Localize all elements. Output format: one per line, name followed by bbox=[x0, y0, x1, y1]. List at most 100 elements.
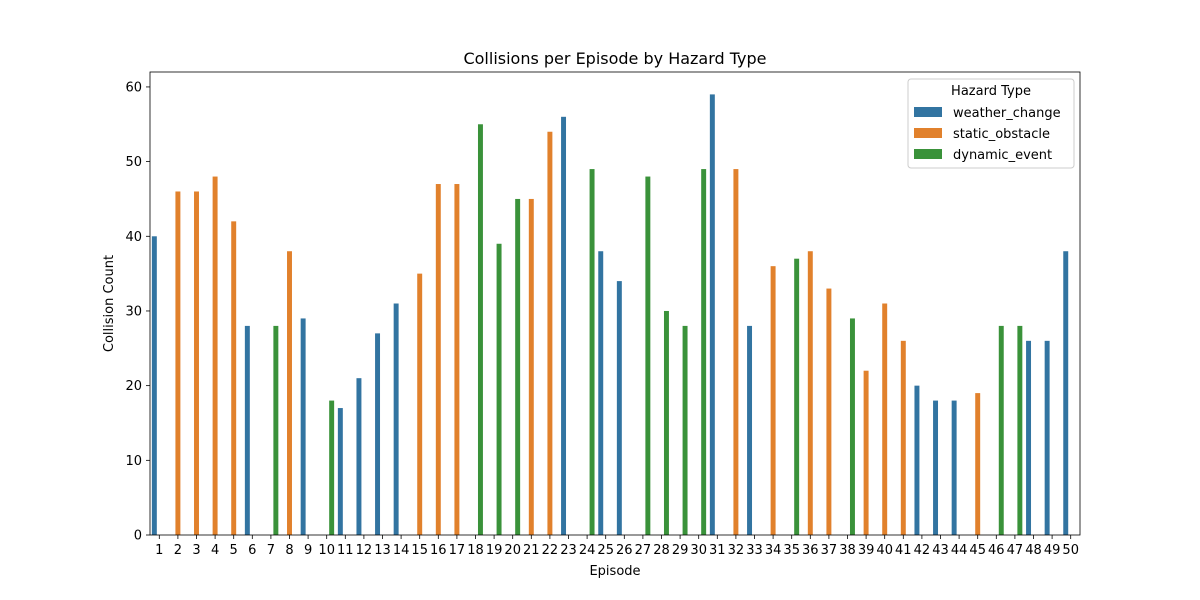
bar-episode-33 bbox=[747, 325, 753, 535]
x-tick-label: 41 bbox=[895, 543, 912, 558]
bar-episode-8 bbox=[287, 251, 292, 536]
bar-episode-37 bbox=[826, 288, 832, 535]
legend-swatch-dynamic-event bbox=[914, 149, 942, 159]
bar-episode-23 bbox=[561, 116, 567, 535]
x-tick-label: 15 bbox=[411, 543, 428, 558]
x-tick-label: 43 bbox=[932, 543, 949, 558]
x-tick-label: 11 bbox=[337, 543, 354, 558]
x-tick-label: 48 bbox=[1025, 543, 1042, 558]
x-tick-label: 27 bbox=[635, 543, 652, 558]
bar-episode-1 bbox=[151, 236, 157, 536]
x-tick-label: 38 bbox=[839, 543, 856, 558]
bar-episode-14 bbox=[393, 303, 399, 535]
bar-episode-42 bbox=[914, 385, 920, 535]
bar-episode-41 bbox=[900, 340, 906, 535]
bar-episode-12 bbox=[356, 378, 362, 535]
bar-episode-34 bbox=[770, 266, 776, 535]
x-tick-label: 10 bbox=[318, 543, 335, 558]
bar-episode-38 bbox=[849, 318, 855, 535]
x-tick-label: 33 bbox=[746, 543, 763, 558]
x-tick-label: 23 bbox=[560, 543, 577, 558]
y-axis-title: Collision Count bbox=[102, 255, 117, 352]
bar-episode-6 bbox=[244, 325, 250, 535]
bar-episode-10 bbox=[329, 400, 335, 535]
legend-title: Hazard Type bbox=[951, 84, 1031, 99]
bar-episode-25 bbox=[598, 251, 604, 536]
bar-episode-16 bbox=[435, 184, 441, 535]
y-tick-label: 0 bbox=[134, 529, 142, 544]
bar-episode-26 bbox=[616, 281, 622, 535]
x-tick-label: 8 bbox=[285, 543, 293, 558]
bar-episode-40 bbox=[882, 303, 888, 535]
bar-episode-31 bbox=[709, 94, 715, 536]
x-tick-label: 26 bbox=[616, 543, 633, 558]
x-tick-label: 19 bbox=[486, 543, 503, 558]
plot-frame bbox=[149, 71, 1081, 536]
x-tick-label: 5 bbox=[230, 543, 238, 558]
bar-episode-29 bbox=[682, 325, 688, 535]
bar-episode-30 bbox=[701, 169, 707, 535]
bar-episode-35 bbox=[794, 258, 800, 535]
x-tick-label: 17 bbox=[449, 543, 466, 558]
x-tick-label: 14 bbox=[393, 543, 410, 558]
x-tick-label: 45 bbox=[969, 543, 986, 558]
x-tick-label: 21 bbox=[523, 543, 540, 558]
bar-episode-2 bbox=[175, 191, 181, 536]
x-tick-label: 50 bbox=[1062, 543, 1079, 558]
x-tick-label: 2 bbox=[174, 543, 182, 558]
x-tick-label: 13 bbox=[374, 543, 391, 558]
bar-episode-22 bbox=[547, 131, 553, 536]
x-tick-label: 4 bbox=[211, 543, 219, 558]
x-tick-label: 32 bbox=[728, 543, 745, 558]
y-tick-label: 20 bbox=[125, 379, 142, 394]
bar-episode-3 bbox=[194, 191, 199, 536]
x-axis-title: Episode bbox=[589, 564, 640, 579]
bar-episode-32 bbox=[733, 169, 739, 535]
bar-episode-20 bbox=[515, 198, 521, 535]
x-tick-label: 42 bbox=[914, 543, 931, 558]
x-tick-label: 18 bbox=[467, 543, 484, 558]
x-tick-label: 28 bbox=[653, 543, 670, 558]
y-tick-label: 60 bbox=[125, 80, 142, 95]
bar-episode-44 bbox=[951, 400, 957, 535]
bar-episode-47 bbox=[1017, 325, 1023, 535]
y-tick-label: 10 bbox=[125, 454, 142, 469]
legend-label-dynamic-event: dynamic_event bbox=[953, 148, 1052, 163]
x-tick-label: 30 bbox=[690, 543, 707, 558]
x-tick-label: 25 bbox=[597, 543, 614, 558]
bar-episode-7 bbox=[273, 325, 279, 535]
x-tick-label: 16 bbox=[430, 543, 447, 558]
bar-episode-5 bbox=[231, 221, 237, 535]
x-tick-label: 37 bbox=[821, 543, 838, 558]
bar-episode-24 bbox=[589, 169, 595, 535]
legend-frame bbox=[907, 78, 1075, 169]
legend: Hazard Type weather_change static_obstacl… bbox=[907, 78, 1075, 169]
legend-swatch-static-obstacle bbox=[914, 128, 942, 138]
x-tick-label: 24 bbox=[579, 543, 596, 558]
legend-label-weather-change: weather_change bbox=[953, 106, 1061, 121]
bar-episode-27 bbox=[645, 176, 651, 536]
x-tick-label: 9 bbox=[304, 543, 312, 558]
x-tick-label: 29 bbox=[672, 543, 689, 558]
bar-episode-28 bbox=[663, 310, 669, 535]
bar-episode-13 bbox=[375, 333, 381, 535]
bar-episode-43 bbox=[933, 400, 939, 535]
x-tick-label: 3 bbox=[192, 543, 200, 558]
x-tick-label: 40 bbox=[876, 543, 893, 558]
x-tick-label: 34 bbox=[765, 543, 782, 558]
y-tick-label: 50 bbox=[125, 155, 142, 170]
bar-episode-49 bbox=[1044, 340, 1050, 535]
bar-episode-46 bbox=[998, 325, 1004, 535]
x-tick-label: 31 bbox=[709, 543, 726, 558]
y-tick-label: 30 bbox=[125, 304, 142, 319]
bar-episode-50 bbox=[1063, 251, 1069, 536]
x-tick-label: 20 bbox=[504, 543, 521, 558]
x-tick-label: 36 bbox=[802, 543, 819, 558]
bar-episode-45 bbox=[975, 393, 981, 535]
x-tick-label: 22 bbox=[542, 543, 559, 558]
bar-episode-18 bbox=[477, 124, 483, 536]
x-tick-label: 39 bbox=[858, 543, 875, 558]
bar-episode-11 bbox=[337, 408, 343, 535]
